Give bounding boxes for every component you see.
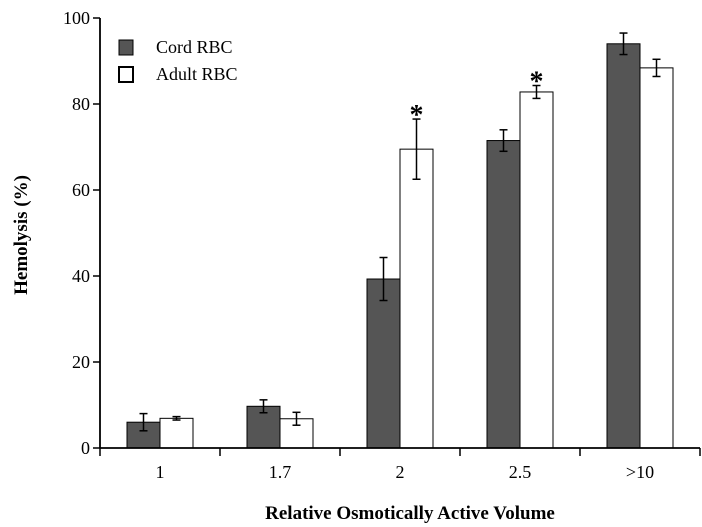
axes: 0 20 40 60 80 100 1 1.7 2 2.5 >10 xyxy=(63,8,701,482)
bar-cord-rbc xyxy=(366,278,401,449)
y-axis-title: Hemolysis (%) xyxy=(11,175,32,295)
y-tick-label: 60 xyxy=(72,180,90,200)
bar-adult-rbc xyxy=(519,91,554,449)
y-tick-label: 80 xyxy=(72,94,90,114)
legend-item-cord-rbc: Cord RBC xyxy=(118,37,233,57)
legend-label-cord-rbc: Cord RBC xyxy=(156,37,233,57)
plot-area: ** xyxy=(126,32,674,449)
x-tick-label: 1 xyxy=(156,462,165,482)
bar-adult-rbc xyxy=(159,417,194,449)
x-tick-label: >10 xyxy=(626,462,654,482)
legend-label-adult-rbc: Adult RBC xyxy=(156,64,238,84)
bar-adult-rbc xyxy=(639,67,674,449)
significance-asterisk: * xyxy=(410,100,424,131)
x-tick-label: 1.7 xyxy=(269,462,292,482)
x-tick-label: 2 xyxy=(396,462,405,482)
significance-asterisk: * xyxy=(530,67,544,98)
bar-adult-rbc xyxy=(399,148,434,449)
legend: Cord RBC Adult RBC xyxy=(118,37,238,84)
y-tick-label: 0 xyxy=(81,438,90,458)
bar-cord-rbc xyxy=(606,43,641,449)
x-tick-label: 2.5 xyxy=(509,462,532,482)
y-tick-label: 20 xyxy=(72,352,90,372)
bar-cord-rbc xyxy=(486,140,521,449)
y-tick-label: 100 xyxy=(63,8,90,28)
y-tick-label: 40 xyxy=(72,266,90,286)
legend-item-adult-rbc: Adult RBC xyxy=(118,64,238,84)
legend-swatch-adult-rbc xyxy=(118,66,134,83)
legend-swatch-cord-rbc xyxy=(118,39,134,56)
x-axis-title: Relative Osmotically Active Volume xyxy=(265,503,555,524)
